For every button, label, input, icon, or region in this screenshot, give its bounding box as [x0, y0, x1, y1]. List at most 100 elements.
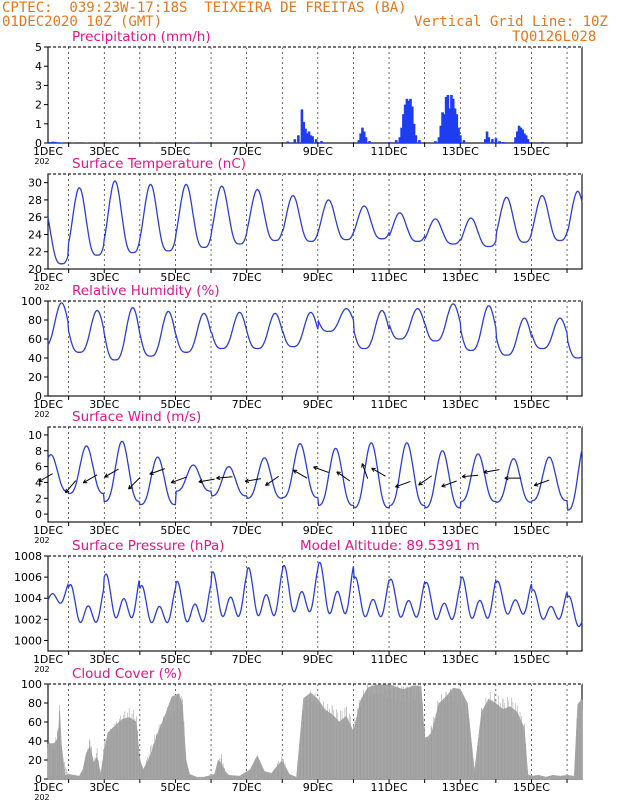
grid-note: Vertical Grid Line: 10Z	[414, 14, 608, 30]
x-tick-label: 15DEC	[513, 524, 550, 537]
plot-frame	[47, 46, 583, 144]
y-tick-label: 22	[28, 246, 42, 259]
y-tick-label: 1006	[14, 571, 42, 584]
wind-arrow	[65, 480, 77, 494]
wind-arrow-head	[149, 470, 154, 476]
x-tick-label: 11DEC	[370, 781, 407, 794]
precip-bar	[362, 131, 366, 143]
x-tick-label: 3DEC	[89, 398, 119, 411]
wind-arrow	[371, 467, 386, 477]
precip-bar	[514, 137, 517, 143]
precip-bar	[297, 135, 300, 143]
x-tick-label: 1DEC	[33, 271, 63, 284]
x-tick-label: 7DEC	[232, 781, 262, 794]
plot-frame	[47, 426, 583, 523]
x-tick-label: 11DEC	[370, 653, 407, 666]
panel-rh: 0 20 40 60 80 100 1DEC 3DEC 5DEC 7DEC 9DEC 11DEC 13D…	[21, 283, 583, 419]
precip-bar	[519, 127, 523, 143]
precip-bar	[418, 140, 421, 143]
wind-arrow	[216, 476, 233, 479]
precip-bar	[305, 133, 309, 143]
x-tick-label: 11DEC	[370, 524, 407, 537]
y-tick-label: 28	[28, 194, 42, 207]
precip-bar	[51, 141, 55, 143]
y-tick-label: 4	[35, 60, 42, 73]
wind-arrow-head	[104, 473, 109, 478]
panel-title: Surface Temperature (nC)	[72, 156, 246, 172]
wind-arrow	[293, 469, 308, 479]
y-tick-label: 4	[35, 476, 42, 489]
code-label: TQ0126L028	[512, 29, 597, 45]
x-tick-label: 5DEC	[160, 524, 190, 537]
y-tick-label: 20	[28, 754, 42, 767]
precip-bar	[307, 131, 311, 143]
x-year-label: 202	[34, 410, 49, 419]
panel-title: Surface Wind (m/s)	[72, 409, 201, 425]
panel-temp: 20 22 24 26 28 30 1DEC 3DEC 5DEC 7DEC 9DEC 11DEC 13D…	[28, 156, 583, 292]
precip-bar	[448, 108, 451, 143]
precip-bar	[409, 98, 412, 143]
wind-arrow	[104, 468, 119, 478]
x-tick-label: 11DEC	[370, 398, 407, 411]
wind-arrow-head	[198, 479, 203, 484]
y-tick-label: 60	[28, 716, 42, 729]
y-tick-label: 10	[28, 429, 42, 442]
y-tick-label: 30	[28, 177, 42, 190]
x-tick-label: 11DEC	[370, 145, 407, 158]
y-tick-label: 5	[35, 41, 42, 54]
x-year-label: 202	[34, 793, 49, 800]
precip-bar	[394, 140, 398, 143]
precip-bar	[53, 141, 57, 143]
y-tick-label: 1000	[14, 634, 42, 647]
y-tick-label: 2	[35, 99, 42, 112]
y-tick-label: 40	[28, 352, 42, 365]
wind-arrow	[441, 480, 457, 487]
x-tick-label: 7DEC	[232, 145, 262, 158]
wind-arrow-head	[418, 481, 423, 486]
x-tick-label: 13DEC	[442, 398, 479, 411]
x-tick-label: 9DEC	[303, 781, 333, 794]
x-tick-label: 1DEC	[33, 398, 63, 411]
precip-bar	[60, 142, 63, 143]
temperature-line	[47, 180, 583, 265]
precip-bar	[414, 135, 418, 143]
precip-bar	[455, 114, 459, 143]
y-tick-label: 20	[28, 263, 42, 276]
x-tick-label: 13DEC	[442, 781, 479, 794]
wind-arrow	[361, 463, 369, 479]
x-tick-label: 5DEC	[160, 145, 190, 158]
x-tick-label: 11DEC	[370, 271, 407, 284]
wind-arrow-head	[216, 475, 221, 481]
wind-arrow	[483, 469, 500, 473]
x-tick-label: 1DEC	[33, 524, 63, 537]
wind-arrow-head	[336, 471, 341, 476]
wind-arrow-head	[361, 463, 366, 468]
precip-bar	[443, 114, 446, 143]
panel-precip: 0 1 2 3 4 5 1DEC 3DEC 5DEC 7DEC 9DEC 11DEC 13DEC 15DE…	[33, 29, 583, 166]
precip-bar	[459, 135, 462, 143]
wind-arrow-head	[38, 478, 43, 483]
precip-bar	[450, 95, 453, 143]
y-tick-label: 24	[28, 228, 42, 241]
wind-arrow	[83, 474, 98, 484]
x-tick-label: 7DEC	[232, 653, 262, 666]
precip-bar	[524, 135, 528, 143]
wind-arrow-head	[313, 465, 318, 471]
precip-bar	[357, 140, 361, 143]
precip-bar	[302, 121, 306, 143]
x-tick-label: 7DEC	[232, 271, 262, 284]
x-tick-label: 3DEC	[89, 781, 119, 794]
x-tick-label: 9DEC	[303, 271, 333, 284]
plot-frame	[47, 173, 583, 270]
wind-arrow	[336, 471, 351, 482]
precip-bar	[192, 142, 195, 143]
wind-arrow-head	[441, 483, 446, 488]
wind-arrow-head	[170, 479, 176, 484]
wind-arrow-head	[371, 467, 376, 472]
precip-bar	[309, 135, 313, 143]
x-tick-label: 9DEC	[303, 145, 333, 158]
panel-title: Precipitation (mm/h)	[72, 29, 211, 45]
x-tick-label: 15DEC	[513, 271, 550, 284]
x-tick-label: 5DEC	[160, 271, 190, 284]
precip-bar	[485, 131, 489, 143]
